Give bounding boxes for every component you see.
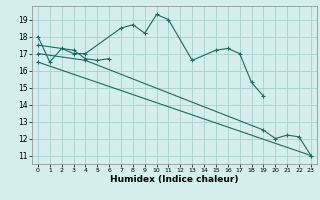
X-axis label: Humidex (Indice chaleur): Humidex (Indice chaleur) — [110, 175, 239, 184]
